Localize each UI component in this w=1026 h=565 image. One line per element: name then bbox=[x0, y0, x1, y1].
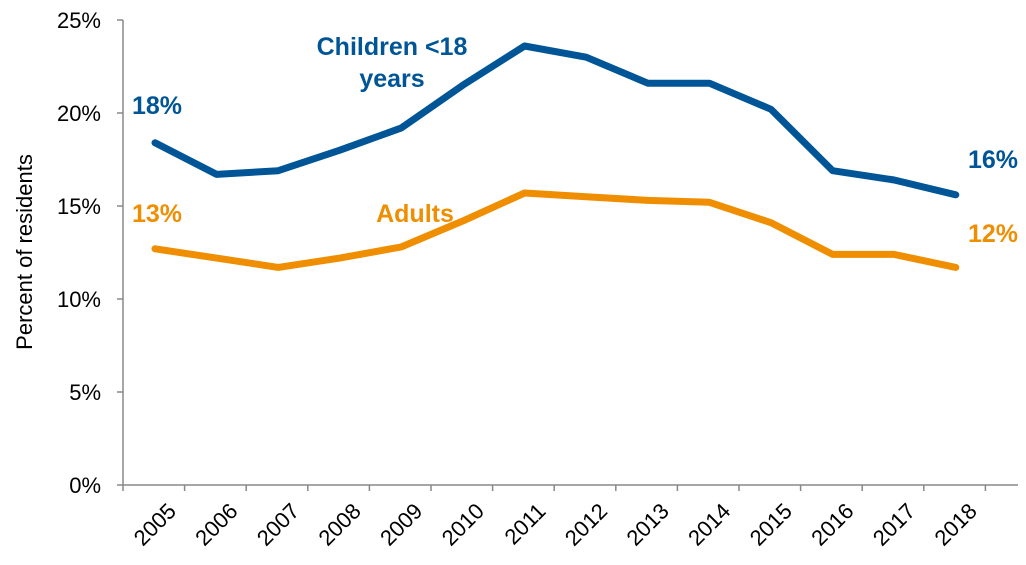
x-tick-label: 2012 bbox=[560, 498, 612, 550]
y-axis-title: Percent of residents bbox=[12, 154, 37, 350]
series-name-label: Adults bbox=[376, 200, 454, 228]
start-value-label: 18% bbox=[132, 92, 182, 120]
y-tick-label: 10% bbox=[57, 287, 101, 312]
x-tick-label: 2010 bbox=[437, 498, 489, 550]
x-tick-label: 2006 bbox=[190, 498, 242, 550]
y-tick-label: 15% bbox=[57, 194, 101, 219]
x-tick-label: 2015 bbox=[745, 498, 797, 550]
x-tick-label: 2017 bbox=[868, 498, 920, 550]
series-name-label: Children <18 bbox=[317, 33, 468, 61]
x-tick-label: 2011 bbox=[499, 498, 550, 549]
end-value-label: 16% bbox=[968, 146, 1018, 174]
x-tick-label: 2008 bbox=[313, 498, 365, 550]
series-lines bbox=[151, 42, 960, 271]
y-tick-label: 0% bbox=[69, 473, 101, 498]
y-tick-label: 25% bbox=[57, 8, 101, 33]
end-value-label: 12% bbox=[968, 220, 1018, 248]
start-value-label: 13% bbox=[132, 200, 182, 228]
series-line bbox=[151, 42, 960, 199]
x-tick-labels: 2005 2006 2007 2008 2009 2010 2011 2012 2013 2014… bbox=[122, 485, 987, 551]
x-tick-label: 2018 bbox=[929, 498, 981, 550]
x-tick-label: 2009 bbox=[375, 498, 427, 550]
x-tick-label: 2005 bbox=[129, 498, 181, 550]
y-tick-label: 20% bbox=[57, 101, 101, 126]
x-tick-label: 2016 bbox=[806, 498, 858, 550]
series-name-label: years bbox=[359, 65, 424, 93]
y-tick-label: 5% bbox=[69, 380, 101, 405]
x-tick-label: 2013 bbox=[621, 498, 673, 550]
axes bbox=[122, 20, 1018, 486]
x-tick-label: 2014 bbox=[683, 498, 735, 550]
series-line bbox=[151, 189, 960, 271]
x-tick-label: 2007 bbox=[252, 498, 304, 550]
y-tick-labels: 0% 5% 10% 15% 20% 25% bbox=[57, 8, 123, 498]
series-labels: Children <18 years 18% 16% Adults 13% 12% bbox=[132, 33, 1018, 248]
